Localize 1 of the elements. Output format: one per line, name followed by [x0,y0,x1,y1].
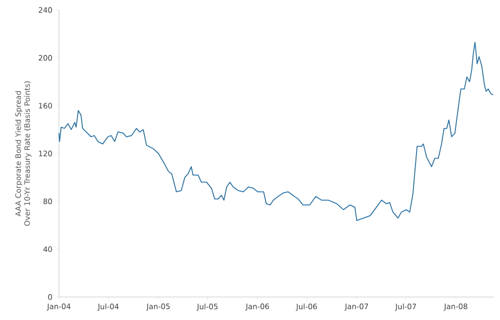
line-series [58,42,494,221]
